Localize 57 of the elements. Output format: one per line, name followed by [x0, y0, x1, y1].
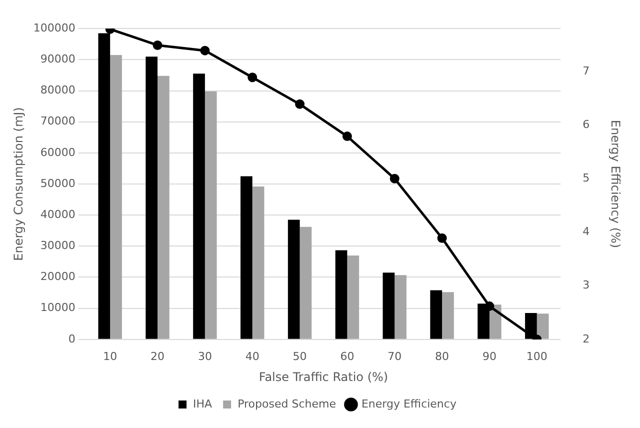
- y-axis-title: Energy Consumption (mJ): [11, 107, 26, 261]
- y2-tick-label: 3: [582, 278, 590, 292]
- bar: [536, 314, 549, 339]
- bar: [335, 250, 348, 339]
- legend-label: IHA: [193, 397, 213, 410]
- point: [200, 46, 210, 56]
- bar: [300, 226, 312, 339]
- x-tick-label: 40: [245, 350, 260, 363]
- bar: [430, 290, 442, 339]
- legend-label: Energy Efficiency: [361, 397, 457, 410]
- y-tick-label: 80000: [40, 84, 76, 97]
- y-tick-label: 40000: [40, 208, 76, 221]
- y2-tick-label: 2: [582, 332, 590, 346]
- bar: [252, 186, 264, 339]
- y-tick-label: 60000: [40, 146, 76, 159]
- y-tick-label: 20000: [40, 270, 76, 284]
- y2-tick-label: 4: [582, 225, 590, 238]
- x-tick-label: 90: [482, 350, 496, 363]
- x-tick-label: 20: [150, 350, 165, 363]
- bar: [240, 176, 252, 339]
- x-tick-label: 50: [292, 350, 307, 363]
- point: [390, 174, 400, 184]
- bar: [394, 275, 406, 339]
- bar: [442, 292, 454, 339]
- y-tick-label: 10000: [40, 301, 76, 314]
- bar: [193, 74, 205, 339]
- x-tick-label: 60: [340, 350, 354, 363]
- x-tick-label: 10: [103, 350, 118, 363]
- y2-tick-label: 6: [582, 118, 590, 131]
- y-tick-label: 30000: [40, 239, 76, 252]
- bar: [204, 91, 217, 339]
- y-tick-label: 90000: [40, 52, 76, 66]
- y-tick-label: 0: [68, 332, 76, 346]
- point: [484, 301, 494, 311]
- point: [248, 72, 258, 82]
- y2-tick-label: 7: [582, 64, 590, 78]
- point: [342, 132, 352, 142]
- point: [152, 40, 162, 50]
- y-tick-label: 70000: [40, 114, 76, 128]
- x-tick-label: 30: [198, 350, 212, 363]
- bar: [158, 76, 170, 339]
- bar: [347, 255, 360, 339]
- y2-tick-label: 5: [582, 172, 590, 184]
- bar: [110, 55, 122, 339]
- y2-axis-title: Energy Efficiency (%): [608, 120, 623, 248]
- point: [295, 99, 305, 109]
- point: [437, 233, 447, 243]
- x-tick-label: 70: [388, 350, 402, 363]
- x-axis-title: False Traffic Ratio (%): [258, 370, 388, 384]
- x-tick-label: 100: [526, 350, 548, 363]
- bar: [382, 272, 395, 339]
- legend-label: Proposed Scheme: [238, 397, 336, 410]
- y-tick-label: 50000: [40, 176, 76, 190]
- bar: [146, 56, 158, 339]
- x-tick-label: 80: [435, 350, 450, 363]
- y-tick-label: 100000: [33, 21, 76, 34]
- bar: [288, 220, 300, 339]
